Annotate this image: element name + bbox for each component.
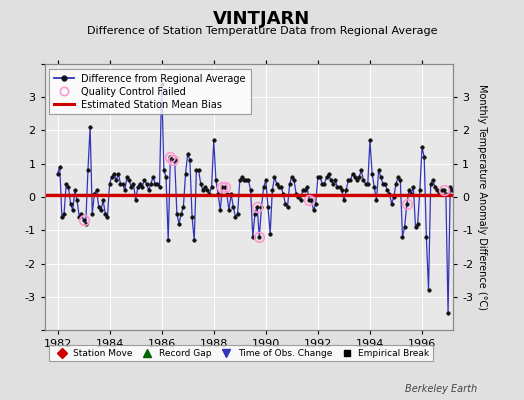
- Legend: Station Move, Record Gap, Time of Obs. Change, Empirical Break: Station Move, Record Gap, Time of Obs. C…: [49, 345, 433, 362]
- Legend: Difference from Regional Average, Quality Control Failed, Estimated Station Mean: Difference from Regional Average, Qualit…: [49, 69, 251, 114]
- Y-axis label: Monthly Temperature Anomaly Difference (°C): Monthly Temperature Anomaly Difference (…: [477, 84, 487, 310]
- Text: VINTJARN: VINTJARN: [213, 10, 311, 28]
- Text: Difference of Station Temperature Data from Regional Average: Difference of Station Temperature Data f…: [87, 26, 437, 36]
- Text: Berkeley Earth: Berkeley Earth: [405, 384, 477, 394]
